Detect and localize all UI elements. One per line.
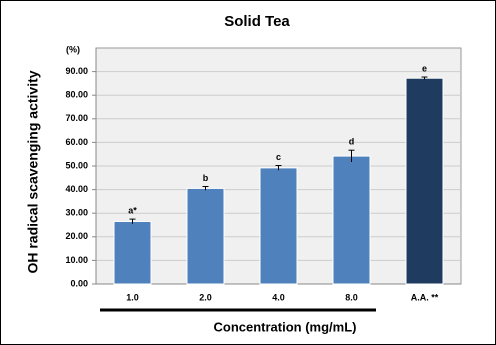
bar <box>405 77 444 285</box>
x-tick-label: A.A. ** <box>411 292 439 302</box>
y-tick-label: 50.00 <box>65 160 88 170</box>
y-tick-label: 0.00 <box>70 278 88 288</box>
y-unit: (%) <box>66 44 80 54</box>
y-tick-label: 90.00 <box>65 66 88 76</box>
bar <box>186 187 225 285</box>
x-axis-label: Concentration (mg/mL) <box>214 319 357 334</box>
annotation: e <box>422 63 427 73</box>
y-tick-label: 60.00 <box>65 137 88 147</box>
annotation: a* <box>128 205 137 215</box>
y-tick-label: 80.00 <box>65 90 88 100</box>
x-tick-label: 2.0 <box>199 292 212 302</box>
bar <box>113 220 152 285</box>
y-axis-label: OH radical scavenging activity <box>25 70 41 273</box>
y-tick-label: 40.00 <box>65 184 88 194</box>
annotation: b <box>203 173 209 183</box>
y-tick-label: 30.00 <box>65 208 88 218</box>
bar <box>259 167 298 285</box>
x-tick-label: 8.0 <box>345 292 358 302</box>
bar <box>332 155 371 285</box>
chart-title: Solid Tea <box>224 13 290 30</box>
x-tick-label: 1.0 <box>126 292 139 302</box>
annotation: c <box>276 152 281 162</box>
y-tick-label: 70.00 <box>65 113 88 123</box>
x-tick-label: 4.0 <box>272 292 285 302</box>
y-tick-label: 10.00 <box>65 255 88 265</box>
y-tick-label: 20.00 <box>65 231 88 241</box>
annotation: d <box>349 137 355 147</box>
